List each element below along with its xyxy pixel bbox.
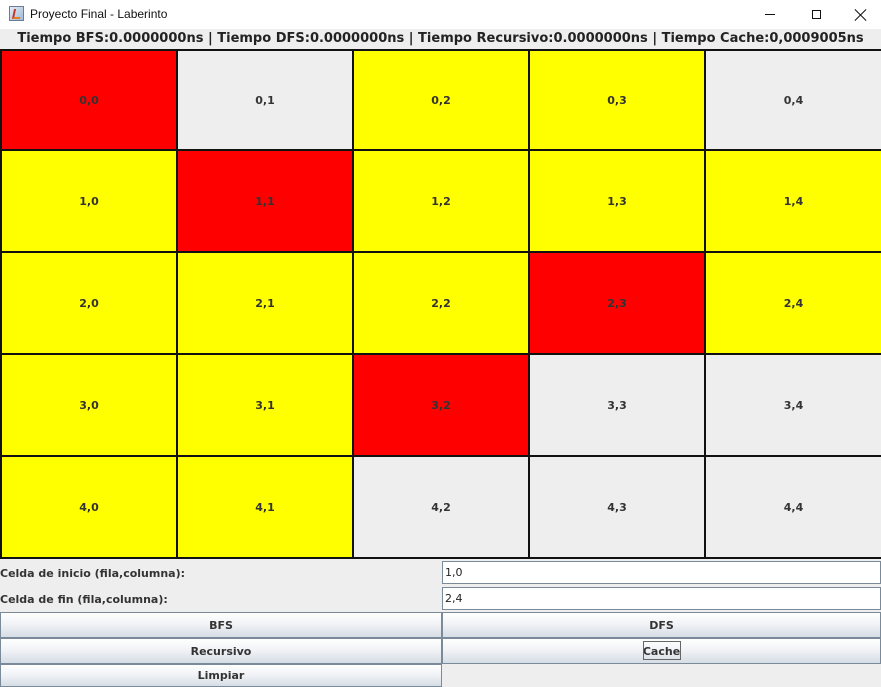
start-cell-label: Celda de inicio (fila,columna): [0,567,186,580]
maze-cell[interactable]: 2,4 [706,253,881,355]
minimize-button[interactable] [747,0,793,29]
maze-cell[interactable]: 2,1 [178,253,354,355]
maze-cell[interactable]: 4,0 [0,457,178,559]
maximize-button[interactable] [793,0,839,29]
dfs-time-value: 0.0000000ns [309,31,405,46]
end-cell-label: Celda de fin (fila,columna): [0,593,168,606]
recursive-time-value: 0.0000000ns [553,31,648,46]
maze-cell[interactable]: 2,3 [530,253,706,355]
maze-cell[interactable]: 4,3 [530,457,706,559]
recursive-button[interactable]: Recursivo [0,638,442,664]
maze-cell[interactable]: 3,0 [0,355,178,457]
minimize-icon [765,14,775,15]
maze-cell[interactable]: 0,1 [178,49,354,151]
bfs-time-value: 0.0000000ns [109,31,204,46]
close-icon [855,9,867,21]
maze-cell[interactable]: 1,0 [0,151,178,253]
dfs-button[interactable]: DFS [442,612,881,638]
maze-cell[interactable]: 2,0 [0,253,178,355]
bfs-button[interactable]: BFS [0,612,442,638]
maze-grid: 0,0 0,1 0,2 0,3 0,4 1,0 1,1 1,2 1,3 1,4 2,0 2,1 2,2 2… [0,49,881,559]
clear-button[interactable]: Limpiar [0,664,442,687]
separator: | [647,31,662,46]
maze-cell[interactable]: 3,2 [354,355,530,457]
maze-cell[interactable]: 4,1 [178,457,354,559]
cache-button[interactable]: Cache [442,638,881,664]
close-button[interactable] [838,0,881,29]
maze-cell[interactable]: 0,4 [706,49,881,151]
title-bar[interactable]: Proyecto Final - Laberinto [0,0,881,29]
maze-cell[interactable]: 4,2 [354,457,530,559]
dfs-time-label: Tiempo DFS: [217,31,310,46]
maze-cell[interactable]: 1,1 [178,151,354,253]
timing-label: Tiempo BFS:0.0000000ns | Tiempo DFS:0.00… [0,29,881,49]
recursive-time-label: Tiempo Recursivo: [418,31,554,46]
maze-cell[interactable]: 3,4 [706,355,881,457]
maze-cell[interactable]: 1,3 [530,151,706,253]
maze-cell[interactable]: 1,2 [354,151,530,253]
bfs-time-label: Tiempo BFS: [17,31,110,46]
maze-cell[interactable]: 4,4 [706,457,881,559]
start-cell-input[interactable] [442,561,881,584]
end-cell-input[interactable] [442,587,881,610]
maze-cell[interactable]: 2,2 [354,253,530,355]
java-cup-icon [9,6,24,21]
maze-cell[interactable]: 0,3 [530,49,706,151]
cache-time-value: 0,0009005ns [769,31,864,46]
maze-cell[interactable]: 3,3 [530,355,706,457]
maze-cell[interactable]: 3,1 [178,355,354,457]
cache-time-label: Tiempo Cache: [661,31,770,46]
maze-cell[interactable]: 0,0 [0,49,178,151]
separator: | [404,31,419,46]
maximize-icon [811,10,821,19]
window-title: Proyecto Final - Laberinto [30,7,168,21]
maze-cell[interactable]: 0,2 [354,49,530,151]
separator: | [203,31,218,46]
maze-cell[interactable]: 1,4 [706,151,881,253]
